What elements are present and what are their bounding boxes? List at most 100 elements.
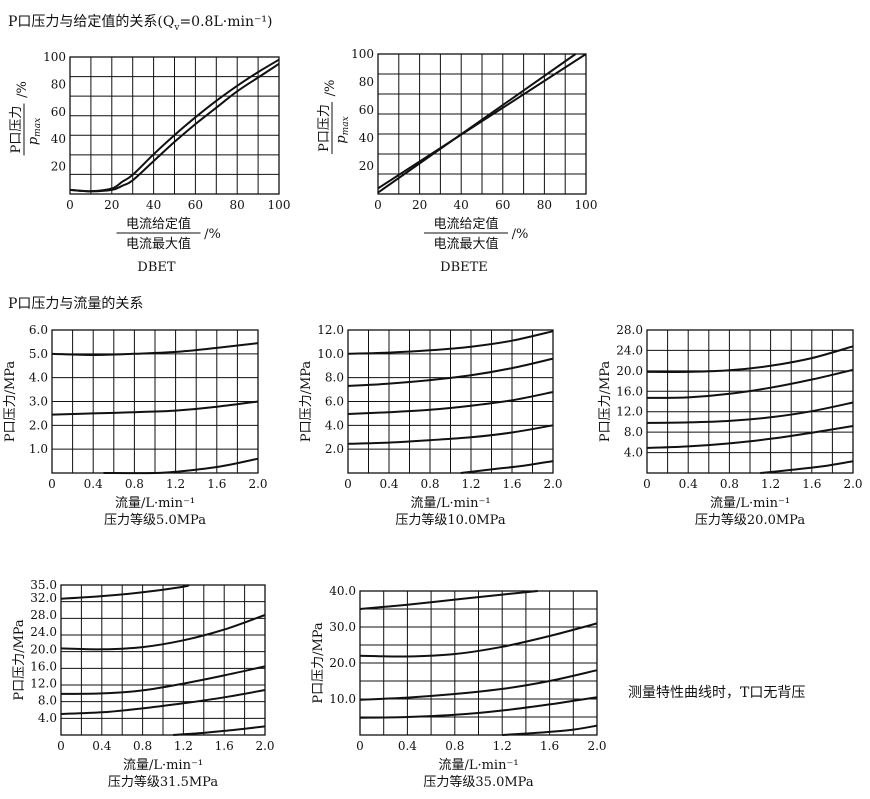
y-tick-label: 12.0 — [616, 405, 643, 419]
chart-6: 0 0.4 0.8 1.2 1.6 2.0 4.0 8.0 12.0 16.0 20.0 24.0 28… — [12, 578, 275, 790]
series-line — [359, 622, 598, 658]
y-tick-label: 24.0 — [616, 343, 643, 357]
y-label-denominator: pmax — [26, 118, 43, 145]
chart-3: 0 0.4 0.8 1.2 1.6 2.0 1.0 2.0 3.0 4.0 5.0 6.0 P口压力/M… — [3, 323, 268, 528]
x-tick-label: 2.0 — [248, 477, 267, 491]
y-tick-label: 16.0 — [30, 659, 57, 673]
y-label-numerator: P口压力 — [317, 104, 332, 152]
x-tick-label: 1.6 — [502, 477, 521, 491]
x-axis-label: 流量/L·min⁻¹ — [115, 496, 195, 511]
y-axis-label: P口压力 pmax /% — [317, 80, 351, 154]
y-tick-label: 10.0 — [329, 692, 356, 706]
y-label-denominator: pmax — [334, 116, 351, 143]
chart-title: 压力等级5.0MPa — [104, 512, 206, 528]
chart-1: 0 20 40 60 80 100 20 40 60 80 100 P口压力 pmax /% 电流给定值电流… — [9, 50, 290, 275]
x-tick-label: 0 — [57, 739, 65, 753]
x-tick-label: 2.0 — [543, 477, 562, 491]
x-tick-label: 0.8 — [720, 477, 739, 491]
x-label-unit: /% — [204, 227, 221, 242]
series-line — [347, 424, 554, 445]
series-line — [103, 457, 259, 475]
series-line — [347, 357, 554, 388]
y-tick-label: 35.0 — [30, 578, 57, 592]
chart-title: 压力等级31.5MPa — [108, 774, 218, 790]
y-axis-label-text: P口压力/MPa — [311, 622, 326, 704]
chart-title: 压力等级20.0MPa — [695, 512, 805, 528]
y-tick-label: 5.0 — [29, 347, 48, 361]
y-tick-label: 4.0 — [29, 371, 48, 385]
plot-frame — [69, 56, 280, 195]
series-line — [646, 345, 854, 373]
chart-title: DBETE — [440, 260, 488, 275]
plot-frame — [347, 329, 554, 474]
x-axis-label: 流量/L·min⁻¹ — [123, 758, 203, 773]
y-tick-label: 40 — [359, 131, 374, 145]
x-tick-label: 80 — [537, 198, 552, 212]
y-tick-label: 20 — [51, 160, 66, 174]
series-line — [359, 590, 538, 610]
x-axis-label: 流量/L·min⁻¹ — [710, 496, 790, 511]
y-tick-label: 8.0 — [624, 425, 643, 439]
y-tick-label: 100 — [43, 50, 66, 64]
series-line — [60, 614, 266, 651]
x-axis-label: 流量/L·min⁻¹ — [410, 496, 490, 511]
chart-5: 0 0.4 0.8 1.2 1.6 2.0 4.0 8.0 12.0 16.0 20.0 24.0 28… — [598, 323, 863, 528]
plot-frame — [377, 53, 587, 195]
y-label-numerator: P口压力 — [9, 106, 24, 154]
series-line — [646, 368, 854, 399]
series-line — [51, 400, 259, 416]
y-axis-label-text: P口压力/MPa — [299, 361, 314, 443]
y-axis-label: P口压力 pmax /% — [9, 81, 43, 156]
y-tick-label: 80 — [359, 75, 374, 89]
x-tick-label: 100 — [575, 198, 598, 212]
y-tick-label: 80 — [51, 77, 66, 91]
x-label-denominator: 电流最大值 — [126, 236, 191, 252]
series-line — [359, 669, 598, 701]
y-tick-label: 28.0 — [616, 323, 643, 337]
series-line — [69, 58, 280, 193]
chart-2: 0 20 40 60 80 100 20 40 60 80 100 P口压力 pmax /% 电流给定值电流… — [317, 47, 597, 275]
x-tick-label: 0 — [344, 477, 352, 491]
series-line — [359, 696, 598, 719]
y-tick-label: 60 — [51, 105, 66, 119]
x-tick-label: 80 — [230, 198, 245, 212]
y-tick-label: 4.0 — [38, 711, 57, 725]
series-line — [502, 724, 598, 736]
series-line — [347, 391, 554, 416]
x-tick-label: 0.8 — [125, 477, 144, 491]
x-tick-label: 0.8 — [445, 739, 464, 753]
y-axis-label-text: P口压力/MPa — [3, 361, 18, 443]
y-tick-label: 6.0 — [29, 323, 48, 337]
mid-section-title: P口压力与流量的关系 — [8, 296, 144, 312]
x-tick-label: 0.4 — [398, 739, 417, 753]
y-tick-label: 20 — [359, 159, 374, 173]
y-axis-label: P口压力/MPa — [311, 622, 326, 704]
y-tick-label: 12.0 — [30, 677, 57, 691]
x-tick-label: 1.6 — [207, 477, 226, 491]
x-tick-label: 60 — [188, 198, 203, 212]
plot-frame — [646, 329, 854, 474]
x-tick-label: 2.0 — [255, 739, 274, 753]
x-tick-label: 0.4 — [679, 477, 698, 491]
y-tick-label: 8.0 — [325, 371, 344, 385]
series-line — [760, 460, 854, 474]
x-tick-label: 0 — [356, 739, 364, 753]
y-axis-label: P口压力/MPa — [299, 361, 314, 443]
series-line — [646, 401, 854, 424]
y-tick-label: 24.0 — [30, 625, 57, 639]
x-tick-label: 0.4 — [84, 477, 103, 491]
x-tick-label: 1.6 — [540, 739, 559, 753]
y-tick-label: 60 — [359, 103, 374, 117]
y-tick-label: 1.0 — [29, 442, 48, 456]
y-tick-label: 4.0 — [325, 418, 344, 432]
series-line — [173, 725, 266, 736]
x-tick-label: 0.8 — [133, 739, 152, 753]
x-tick-label: 1.6 — [802, 477, 821, 491]
y-tick-label: 2.0 — [325, 442, 344, 456]
y-tick-label: 16.0 — [616, 384, 643, 398]
series-line — [51, 342, 259, 357]
x-tick-label: 40 — [146, 198, 161, 212]
x-tick-label: 0 — [48, 477, 56, 491]
x-tick-label: 0.8 — [420, 477, 439, 491]
